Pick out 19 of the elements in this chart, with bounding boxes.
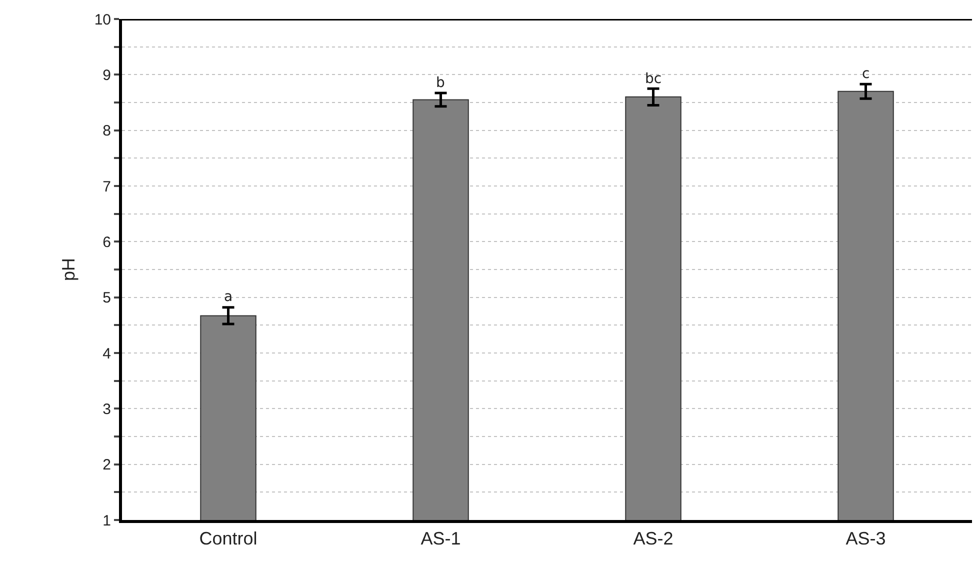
y-tick-label: 1 <box>102 512 111 530</box>
y-tick-label: 5 <box>102 290 111 307</box>
y-tick-label: 3 <box>102 400 111 418</box>
annotation: c <box>862 66 870 82</box>
y-axis-title: pH <box>58 258 79 282</box>
y-tick-label: 10 <box>94 11 111 28</box>
y-tick-label: 7 <box>102 178 111 196</box>
y-tick-label: 6 <box>102 234 111 251</box>
y-tick-label: 9 <box>102 66 111 84</box>
annotation: a <box>224 289 233 305</box>
x-tick-label: AS-2 <box>633 528 674 549</box>
y-tick-label: 2 <box>102 456 111 474</box>
y-tick-label: 4 <box>102 345 111 362</box>
x-tick-label: AS-1 <box>420 528 461 549</box>
x-tick-label: Control <box>199 528 258 549</box>
y-tick-label: 8 <box>102 122 111 140</box>
annotation: b <box>436 75 445 91</box>
annotation: bc <box>645 71 662 87</box>
x-tick-label: AS-3 <box>846 528 886 549</box>
